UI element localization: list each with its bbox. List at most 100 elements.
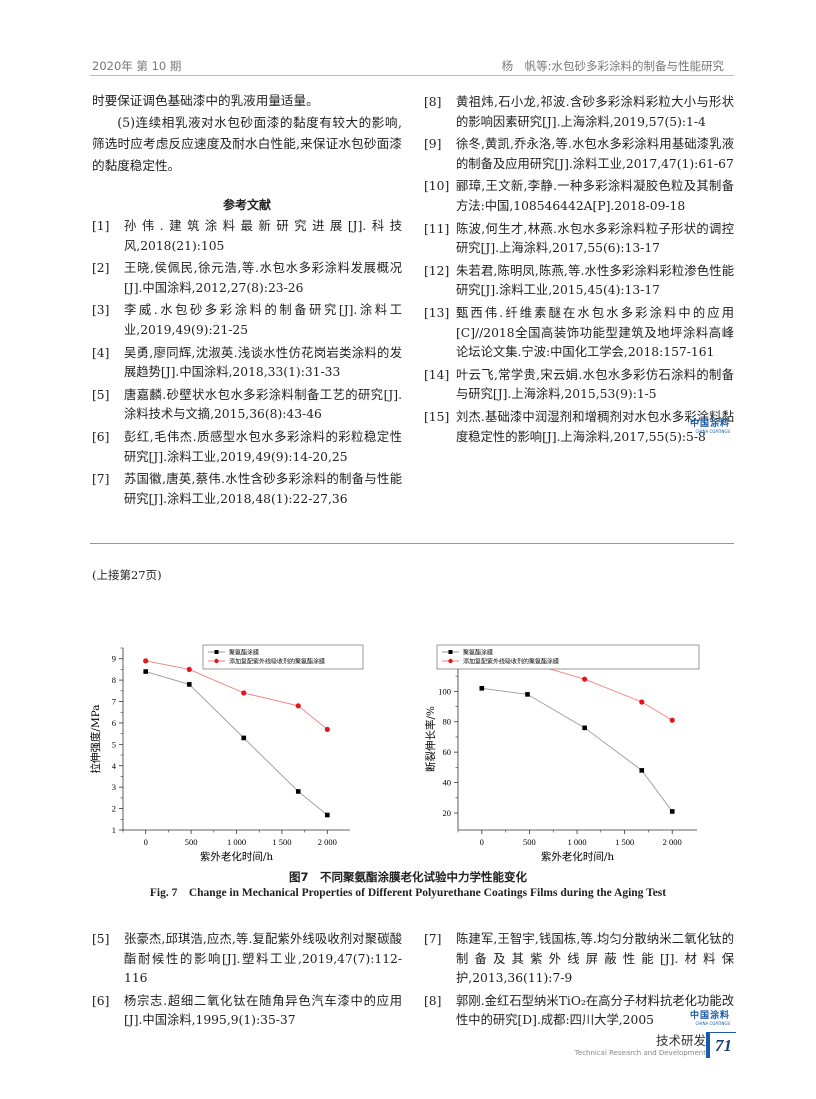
reference-item: [2] 王晓,侯佩民,徐元浩,等.水包水多彩涂料发展概况[J].中国涂料,2012… — [92, 259, 402, 298]
legend-marker — [214, 650, 219, 654]
legend-box — [202, 644, 364, 670]
reference-item: [5] 张豪杰,邱琪浩,应杰,等.复配紫外线吸收剂对聚碳酸酯耐候性的影响[J].塑… — [92, 930, 402, 989]
tensile-strength-chart: 0 500 1 000 1 500 2 000 1 2 3 4 5 6 7 8 9 紫外老化时间/h 拉伸强度… — [89, 644, 364, 863]
reference-text: 甄西伟.纤维素醚在水包水多彩涂料中的应用[C]//2018全国高装饰功能型建筑及… — [456, 305, 734, 360]
references-heading: 参考文献 — [222, 198, 271, 212]
reference-text: 唐嘉麟.砂壁状水包水多彩涂料制备工艺的研究[J].涂料技术与文摘,2015,36… — [124, 387, 402, 422]
x-tick-label: 1 000 — [567, 837, 586, 847]
reference-item: [7] 陈建军,王智宇,钱国栋,等.均匀分散纳米二氧化钛的制备及其紫外线屏蔽性能[… — [424, 930, 734, 989]
reference-number: [1] — [92, 219, 110, 233]
reference-text: 陈波,何生才,林燕.水包水多彩涂料粒子形状的调控研究[J].上海涂料,2017,… — [456, 221, 734, 256]
reference-list: [1] 孙伟.建筑涂料最新研究进展[J].科技风,2018(21):105 [2] 王… — [92, 217, 402, 509]
reference-number: [8] — [424, 993, 442, 1008]
reference-item: [14] 叶云飞,常学贵,宋云娟.水包水多彩仿石涂料的制备与研究[J].上海涂料,… — [424, 366, 734, 405]
reference-text: 孙伟.建筑涂料最新研究进展[J].科技风,2018(21):105 — [124, 219, 402, 253]
y-tick-label: 60 — [443, 747, 452, 757]
reference-list: [5] 张豪杰,邱琪浩,应杰,等.复配紫外线吸收剂对聚碳酸酯耐候性的影响[J].塑… — [92, 930, 402, 1031]
reference-number: [13] — [424, 305, 450, 320]
data-point — [295, 789, 301, 794]
reference-text: 黄祖炜,石小龙,祁波.含砂多彩涂料彩粒大小与形状的影响因素研究[J].上海涂料,… — [456, 95, 734, 129]
reference-text: 吴勇,廖同辉,沈淑英.浅谈水性仿花岗岩类涂料的发展趋势[J].中国涂料,2018… — [124, 345, 402, 380]
y-tick-label: 5 — [112, 739, 116, 749]
reference-text: 郦璋,王文新,李静.一种多彩涂料凝胶色粒及其制备方法:中国,108546442A… — [456, 179, 734, 213]
section-divider — [90, 543, 734, 544]
x-tick-label: 2 000 — [318, 837, 337, 847]
reference-item: [10] 郦璋,王文新,李静.一种多彩涂料凝胶色粒及其制备方法:中国,108546… — [424, 177, 734, 216]
reference-item: [4] 吴勇,廖同辉,沈淑英.浅谈水性仿花岗岩类涂料的发展趋势[J].中国涂料,2… — [92, 344, 402, 383]
data-point — [241, 690, 247, 696]
reference-number: [3] — [92, 303, 110, 318]
right-column: [8] 黄祖炜,石小龙,祁波.含砂多彩涂料彩粒大小与形状的影响因素研究[J].上海… — [424, 93, 734, 450]
continued-note: (上接第27页) — [92, 568, 162, 582]
reference-text: 徐冬,黄凯,乔永洛,等.水包水多彩涂料用基础漆乳液的制备及应用研究[J].涂料工… — [456, 137, 734, 171]
reference-item: [9] 徐冬,黄凯,乔永洛,等.水包水多彩涂料用基础漆乳液的制备及应用研究[J].… — [424, 135, 734, 174]
x-axis-label: 紫外老化时间/h — [541, 850, 615, 863]
legend-marker — [448, 650, 453, 654]
reference-number: [8] — [424, 95, 442, 109]
reference-text: 叶云飞,常学贵,宋云娟.水包水多彩仿石涂料的制备与研究[J].上海涂料,2015… — [456, 367, 734, 402]
reference-list: [8] 黄祖炜,石小龙,祁波.含砂多彩涂料彩粒大小与形状的影响因素研究[J].上海… — [424, 93, 734, 447]
reference-text: 杨宗志.超细二氧化钛在随角异色汽车漆中的应用[J].中国涂料,1995,9(1)… — [124, 993, 402, 1028]
reference-text: 朱若君,陈明凤,陈燕,等.水性多彩涂料彩粒渗色性能研究[J].涂料工业,2015… — [456, 263, 734, 298]
section-en: Technical Research and Development — [574, 1049, 706, 1057]
reference-number: [15] — [424, 409, 450, 424]
section-cn: 技术研发 — [655, 1033, 706, 1048]
header-rule — [90, 75, 734, 76]
y-axis-label: 断裂伸长率/% — [424, 706, 437, 772]
x-tick-label: 1 500 — [615, 837, 634, 847]
x-tick-label: 500 — [523, 837, 536, 847]
bottom-left-column: [5] 张豪杰,邱琪浩,应杰,等.复配紫外线吸收剂对聚碳酸酯耐候性的影响[J].塑… — [92, 930, 402, 1034]
data-point — [143, 658, 149, 664]
reference-number: [14] — [424, 367, 450, 382]
reference-item: [8] 黄祖炜,石小龙,祁波.含砂多彩涂料彩粒大小与形状的影响因素研究[J].上海… — [424, 93, 734, 132]
reference-item: [7] 苏国徽,唐英,蔡伟.水性含砂多彩涂料的制备与性能研究[J].涂料工业,20… — [92, 470, 402, 509]
reference-text: 王晓,侯佩民,徐元浩,等.水包水多彩涂料发展概况[J].中国涂料,2012,27… — [124, 261, 402, 295]
legend-label: 添加复配紫外线吸收剂的聚氨酯涂膜 — [229, 658, 325, 666]
y-tick-label: 8 — [112, 675, 116, 685]
logo-cn: 中国涂料 — [689, 1011, 730, 1021]
reference-text: 李威.水包砂多彩涂料的制备研究[J].涂料工业,2019,49(9):21-25 — [124, 303, 402, 337]
reference-text: 刘杰.基础漆中润湿剂和增稠剂对水包水多彩涂料黏度稳定性的影响[J].上海涂料,2… — [456, 409, 734, 444]
logo-cn: 中国涂料 — [689, 419, 730, 429]
data-point — [582, 676, 588, 682]
legend-label: 添加复配紫外线吸收剂的聚氨酯涂膜 — [463, 658, 559, 666]
reference-text: 陈建军,王智宇,钱国栋,等.均匀分散纳米二氧化钛的制备及其紫外线屏蔽性能[J].… — [456, 932, 734, 986]
x-tick-label: 0 — [480, 837, 484, 847]
reference-item: [6] 杨宗志.超细二氧化钛在随角异色汽车漆中的应用[J].中国涂料,1995,9… — [92, 992, 402, 1031]
data-point — [186, 682, 192, 687]
reference-item: [12] 朱若君,陈明凤,陈燕,等.水性多彩涂料彩粒渗色性能研究[J].涂料工业,… — [424, 262, 734, 301]
reference-item: [6] 彭红,毛伟杰.质感型水包水多彩涂料的彩粒稳定性研究[J].涂料工业,201… — [92, 428, 402, 467]
reference-item: [13] 甄西伟.纤维素醚在水包水多彩涂料中的应用[C]//2018全国高装饰功能… — [424, 304, 734, 363]
footer-section: 技术研发 Technical Research and Development — [575, 1030, 706, 1057]
data-point — [669, 809, 675, 814]
bottom-right-column: [7] 陈建军,王智宇,钱国栋,等.均匀分散纳米二氧化钛的制备及其紫外线屏蔽性能[… — [424, 930, 734, 1034]
data-point — [143, 669, 148, 674]
reference-item: [1] 孙伟.建筑涂料最新研究进展[J].科技风,2018(21):105 — [92, 217, 402, 256]
y-axis-label: 拉伸强度/MPa — [89, 704, 102, 773]
china-coatings-logo: 中国涂料 CHINA COATINGS — [650, 1008, 730, 1026]
y-tick-label: 4 — [112, 761, 117, 771]
reference-item: [8] 郭刚.金红石型纳米TiO₂在高分子材料抗老化功能改性中的研究[D].成都:… — [424, 992, 734, 1031]
reference-number: [2] — [92, 261, 110, 276]
y-tick-label: 6 — [112, 718, 116, 728]
reference-number: [6] — [92, 429, 110, 444]
data-point — [295, 703, 301, 709]
running-title: 杨 帆等:水包砂多彩涂料的制备与性能研究 — [501, 59, 724, 73]
legend-marker — [214, 658, 219, 664]
y-tick-label: 80 — [443, 717, 452, 727]
y-tick-label: 1 — [112, 825, 116, 835]
reference-number: [7] — [424, 932, 442, 946]
legend-box — [436, 644, 700, 670]
china-coatings-logo: 中国涂料 CHINA COATINGS — [650, 416, 730, 434]
reference-text: 张豪杰,邱琪浩,应杰,等.复配紫外线吸收剂对聚碳酸酯耐候性的影响[J].塑料工业… — [124, 932, 402, 986]
data-point — [525, 692, 530, 697]
y-tick-label: 7 — [112, 697, 116, 707]
page-number: 71 — [706, 1032, 736, 1058]
logo-en: CHINA COATINGS — [695, 1021, 730, 1026]
x-tick-label: 500 — [185, 837, 198, 847]
x-tick-label: 0 — [144, 837, 148, 847]
body-paragraph: (5)连续相乳液对水包砂面漆的黏度有较大的影响,筛选时应考虑反应速度及耐水白性能… — [92, 114, 402, 173]
y-tick-label: 40 — [443, 778, 452, 788]
legend-label: 聚氨酯涂膜 — [229, 649, 259, 657]
